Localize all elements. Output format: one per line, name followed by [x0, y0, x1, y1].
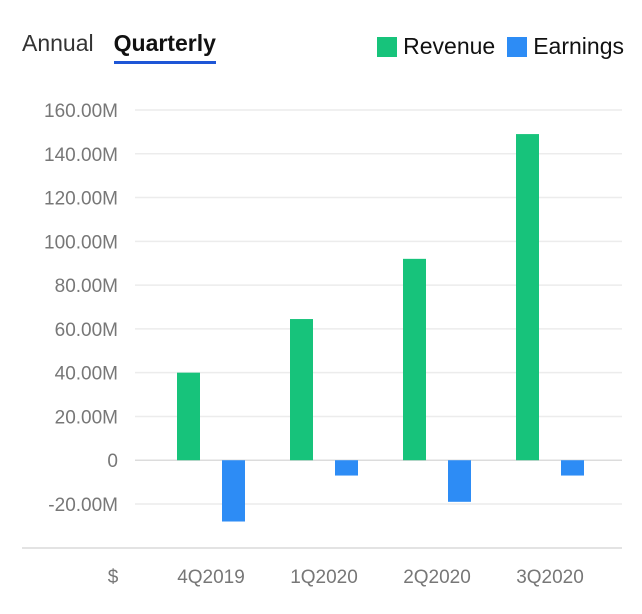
y-axis-labels: 160.00M 140.00M 120.00M 100.00M 80.00M 60.00M… — [44, 101, 118, 516]
x-tick-label: 3Q2020 — [516, 567, 584, 588]
chart-legend: Revenue Earnings — [377, 33, 624, 60]
y-tick-label: 120.00M — [44, 189, 118, 210]
currency-label: $ — [108, 567, 119, 588]
bar-earnings-3q2020[interactable] — [561, 460, 584, 476]
y-tick-label: 140.00M — [44, 145, 118, 166]
gridlines — [135, 109, 622, 505]
bar-revenue-3q2020[interactable] — [516, 134, 539, 461]
y-tick-label: 0 — [107, 451, 118, 472]
revenue-swatch-icon — [377, 36, 398, 57]
bar-earnings-1q2020[interactable] — [335, 460, 358, 476]
y-tick-label: 80.00M — [55, 276, 118, 297]
period-tabs: Annual Quarterly — [22, 30, 216, 64]
x-axis-labels: 4Q2019 1Q2020 2Q2020 3Q2020 — [177, 567, 584, 588]
tab-quarterly[interactable]: Quarterly — [113, 30, 216, 64]
x-tick-label: 2Q2020 — [403, 567, 471, 588]
y-tick-label: 20.00M — [55, 407, 118, 428]
y-tick-label: 40.00M — [55, 364, 118, 385]
legend-label-revenue: Revenue — [403, 33, 496, 59]
earnings-swatch-icon — [507, 36, 528, 57]
bars — [177, 134, 584, 522]
bar-earnings-4q2019[interactable] — [222, 460, 245, 522]
bar-revenue-2q2020[interactable] — [403, 258, 426, 461]
x-tick-label: 4Q2019 — [177, 567, 245, 588]
tab-annual[interactable]: Annual — [22, 30, 94, 56]
y-tick-label: -20.00M — [48, 495, 118, 516]
legend-label-earnings: Earnings — [533, 33, 624, 59]
legend-item-revenue[interactable]: Revenue — [377, 33, 495, 60]
x-tick-label: 1Q2020 — [290, 567, 358, 588]
bar-revenue-1q2020[interactable] — [290, 319, 313, 461]
y-tick-label: 100.00M — [44, 232, 118, 253]
bar-revenue-4q2019[interactable] — [177, 372, 200, 461]
y-tick-label: 160.00M — [44, 101, 118, 122]
legend-item-earnings[interactable]: Earnings — [507, 33, 624, 60]
bar-earnings-2q2020[interactable] — [448, 460, 471, 502]
y-tick-label: 60.00M — [55, 320, 118, 341]
